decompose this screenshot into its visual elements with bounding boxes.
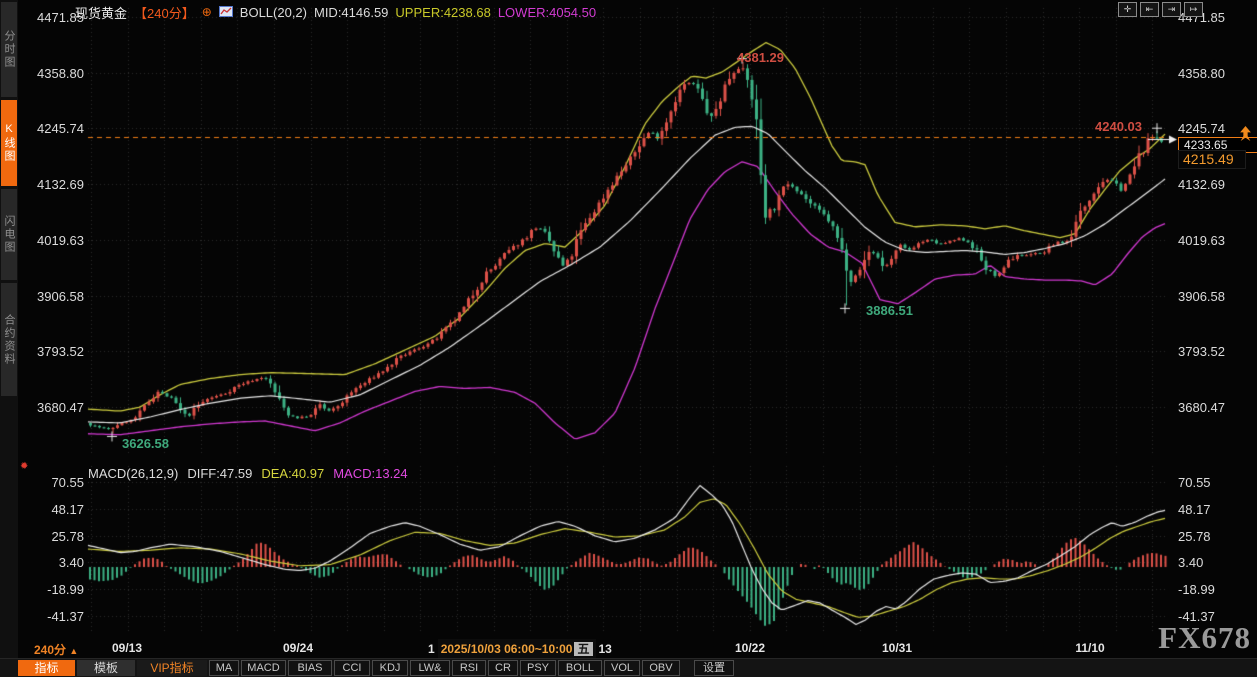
goto-latest-icon[interactable]: ↦	[1184, 2, 1203, 17]
axis-tick-label: 3680.47	[37, 399, 84, 415]
toolbar-item-indicator[interactable]: 指标	[18, 660, 75, 676]
tooltip-date-range: 2025/10/03 06:00~10:00 五	[437, 639, 596, 658]
left-sidebar: 分时图 K线图闪电图合约资料	[0, 0, 18, 677]
period-selector[interactable]: 240分 ▲	[34, 643, 79, 657]
toolbar-item-lw[interactable]: LW&	[410, 660, 450, 676]
toolbar-item-bias[interactable]: BIAS	[288, 660, 332, 676]
axis-tick-label: 3906.58	[37, 288, 84, 304]
last-price-label: 4215.49	[1178, 150, 1246, 169]
axis-tick-label: 4019.63	[37, 232, 84, 248]
chart-tools: ✛ ⇤ ⇥ ↦	[1118, 2, 1203, 17]
tooltip-weekday-badge: 五	[574, 642, 593, 656]
toolbar-item-cci[interactable]: CCI	[334, 660, 370, 676]
axis-tick-label: 48.17	[51, 501, 84, 517]
sidebar-item-flash[interactable]: 闪电图	[1, 189, 17, 280]
chart-type-icon[interactable]	[218, 5, 233, 20]
axis-tick-label: -18.99	[47, 582, 84, 598]
period-tag: 【240分】	[134, 5, 195, 21]
collapse-legend-icon[interactable]: ⊕	[201, 5, 212, 19]
toolbar-item-vip-indicator[interactable]: VIP指标	[137, 660, 207, 676]
toolbar-item-ma[interactable]: MA	[209, 660, 239, 676]
axis-tick-label: 3.40	[58, 555, 84, 571]
axis-tick-label: 4358.80	[1178, 65, 1225, 81]
date-tick-label: 09/13	[111, 641, 143, 655]
annotation-mid-low: 3886.51	[866, 303, 913, 318]
axis-tick-label: 4132.69	[37, 177, 84, 193]
boll-label: BOLL(20,2)	[239, 4, 307, 20]
sidebar-item-time-share[interactable]: 分时图	[1, 2, 17, 97]
macd-dea-value: DEA:40.97	[261, 466, 325, 481]
chart-legend: 现货黄金 【240分】 ⊕ BOLL(20,2) MID:4146.59 UPP…	[75, 4, 597, 21]
toolbar-item-settings[interactable]: 设置	[694, 660, 734, 676]
boll-mid-value: MID:4146.59	[313, 4, 389, 20]
axis-label-fragment: 1	[428, 641, 435, 656]
toolbar-item-psy[interactable]: PSY	[520, 660, 556, 676]
annotation-recent-high: 4240.03	[1095, 119, 1142, 134]
boll-lower-value: LOWER:4054.50	[497, 4, 597, 20]
toolbar-item-kdj[interactable]: KDJ	[372, 660, 408, 676]
axis-tick-label: 3.40	[1178, 555, 1204, 571]
axis-tick-label: 4245.74	[1178, 121, 1225, 137]
axis-tick-label: -41.37	[47, 609, 84, 624]
toolbar-item-obv[interactable]: OBV	[642, 660, 680, 676]
axis-tick-label: 4019.63	[1178, 232, 1225, 248]
macd-macd-value: MACD:13.24	[333, 466, 408, 481]
date-tick-label: 09/24	[282, 641, 314, 655]
macd-label: MACD(26,12,9)	[88, 466, 179, 481]
axis-tick-label: -41.37	[1178, 609, 1215, 624]
axis-tick-label: 25.78	[1178, 528, 1211, 544]
crosshair-date-tooltip: 1 2025/10/03 06:00~10:00 五 13	[428, 639, 612, 658]
axis-tick-label: 4245.74	[37, 121, 84, 137]
toolbar-item-vol[interactable]: VOL	[604, 660, 640, 676]
toolbar-item-cr[interactable]: CR	[488, 660, 518, 676]
indicator-alert-icon[interactable]: ✹	[20, 461, 29, 472]
symbol-name: 现货黄金	[75, 5, 128, 21]
axis-tick-label: 3680.47	[1178, 399, 1225, 415]
pan-icon[interactable]: ✛	[1118, 2, 1137, 17]
boll-upper-value: UPPER:4238.68	[395, 4, 491, 20]
toolbar-item-template[interactable]: 模板	[77, 660, 135, 676]
chevron-up-icon: ▲	[69, 646, 79, 656]
date-tick-label: 10/22	[734, 641, 766, 655]
axis-tick-label: 3793.52	[1178, 344, 1225, 360]
axis-label-fragment: 13	[598, 641, 612, 656]
annotation-left-low: 3626.58	[122, 436, 169, 451]
sidebar-item-contract-info[interactable]: 合约资料	[1, 283, 17, 396]
axis-tick-label: 70.55	[51, 475, 84, 490]
axis-tick-label: 4358.80	[37, 65, 84, 81]
watermark: FX678	[1158, 620, 1251, 655]
toolbar-item-boll[interactable]: BOLL	[558, 660, 602, 676]
annotation-peak-high: 4381.29	[737, 50, 784, 65]
axis-tick-label: 70.55	[1178, 475, 1211, 490]
axis-tick-label: 25.78	[51, 528, 84, 544]
price-up-arrow-icon	[1239, 126, 1252, 146]
shift-left-icon[interactable]: ⇤	[1140, 2, 1159, 17]
axis-tick-label: 3906.58	[1178, 288, 1225, 304]
date-tick-label: 11/10	[1075, 641, 1105, 655]
axis-tick-label: 48.17	[1178, 501, 1211, 517]
macd-legend: MACD(26,12,9) DIFF:47.59 DEA:40.97 MACD:…	[88, 466, 408, 481]
sidebar-item-kline[interactable]: K线图	[1, 100, 17, 186]
axis-tick-label: -18.99	[1178, 582, 1215, 598]
date-tick-label: 10/31	[881, 641, 913, 655]
time-axis: 240分 ▲ 09/13 09/24 10/22 10/31 11/10 1 2025/…	[0, 638, 1257, 658]
toolbar-item-macd[interactable]: MACD	[241, 660, 286, 676]
axis-tick-label: 4471.85	[37, 10, 84, 25]
toolbar-item-rsi[interactable]: RSI	[452, 660, 486, 676]
shift-right-icon[interactable]: ⇥	[1162, 2, 1181, 17]
macd-diff-value: DIFF:47.59	[187, 466, 253, 481]
axis-tick-label: 3793.52	[37, 344, 84, 360]
axis-tick-label: 4132.69	[1178, 177, 1225, 193]
indicator-toolbar: 指标 模板 VIP指标 MA MACD BIAS CCI KDJ LW& RSI CR PSY BOLL…	[0, 658, 1257, 677]
